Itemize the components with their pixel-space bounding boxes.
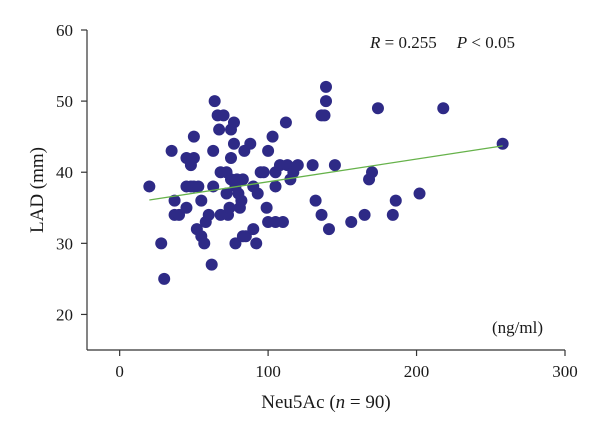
- r-value: = 0.255: [380, 33, 436, 52]
- data-point: [247, 223, 260, 236]
- data-point: [168, 194, 181, 207]
- data-point: [320, 95, 332, 108]
- data-point: [239, 230, 252, 243]
- correlation-annotation: R = 0.255 P < 0.05: [369, 33, 515, 52]
- data-point: [143, 180, 156, 193]
- data-point: [262, 144, 275, 157]
- data-point: [291, 159, 304, 172]
- data-point: [320, 80, 332, 93]
- x-ticks: 0 100 200 300: [115, 350, 578, 381]
- data-point: [155, 237, 168, 250]
- p-value: < 0.05: [467, 33, 515, 52]
- data-point: [315, 208, 328, 221]
- data-point: [309, 194, 322, 207]
- data-point: [389, 194, 402, 207]
- data-point: [306, 159, 319, 172]
- data-point: [173, 208, 186, 221]
- data-point: [318, 109, 331, 122]
- data-point: [358, 208, 371, 221]
- data-point: [328, 159, 341, 172]
- data-point: [224, 152, 237, 164]
- data-point: [251, 187, 264, 200]
- data-point: [217, 109, 230, 122]
- y-ticks: 20 30 40 50 60: [56, 21, 87, 324]
- data-point: [235, 194, 248, 207]
- data-point: [195, 194, 208, 207]
- x-tick-label: 300: [552, 362, 578, 381]
- data-point: [244, 137, 257, 150]
- y-tick-label: 30: [56, 234, 73, 253]
- y-tick-label: 20: [56, 305, 73, 324]
- data-point: [158, 272, 171, 285]
- data-point: [269, 180, 282, 193]
- data-point: [496, 137, 509, 150]
- data-point: [371, 102, 384, 115]
- data-point: [205, 258, 218, 271]
- data-point: [213, 123, 226, 136]
- data-point: [260, 201, 273, 214]
- data-point: [276, 216, 289, 228]
- data-point: [192, 180, 205, 193]
- data-point: [345, 216, 358, 228]
- data-point: [322, 223, 335, 236]
- x-unit-note: (ng/ml): [492, 318, 543, 337]
- data-point: [250, 237, 263, 250]
- data-point: [223, 201, 236, 214]
- data-point: [413, 187, 426, 200]
- x-tick-label: 100: [255, 362, 281, 381]
- data-point: [266, 130, 279, 143]
- data-points: [143, 80, 509, 285]
- data-point: [198, 237, 211, 250]
- data-point: [236, 173, 249, 186]
- x-tick-label: 200: [404, 362, 430, 381]
- data-point: [208, 95, 221, 108]
- x-axis-label-suffix: = 90): [345, 392, 391, 413]
- x-axis-label: Neu5Ac (n = 90): [261, 392, 390, 413]
- p-symbol: P: [456, 33, 467, 52]
- x-axis-label-n: n: [336, 392, 346, 413]
- data-point: [202, 208, 215, 221]
- y-axis-label: LAD (mm): [27, 147, 48, 233]
- trend-line: [149, 145, 503, 201]
- data-point: [386, 208, 399, 221]
- r-symbol: R: [369, 33, 381, 52]
- data-point: [187, 130, 200, 143]
- x-tick-label: 0: [115, 362, 124, 381]
- data-point: [207, 144, 220, 157]
- data-point: [227, 116, 240, 129]
- x-axis-label-prefix: Neu5Ac (: [261, 392, 335, 413]
- data-point: [187, 152, 200, 164]
- y-tick-label: 40: [56, 163, 73, 182]
- y-tick-label: 50: [56, 92, 73, 111]
- data-point: [279, 116, 292, 129]
- data-point: [165, 144, 178, 157]
- data-point: [227, 137, 240, 150]
- data-point: [437, 102, 450, 115]
- y-tick-label: 60: [56, 21, 73, 40]
- data-point: [180, 201, 193, 214]
- data-point: [229, 237, 242, 250]
- data-point: [366, 166, 379, 179]
- data-point: [257, 166, 270, 179]
- data-point: [220, 187, 233, 200]
